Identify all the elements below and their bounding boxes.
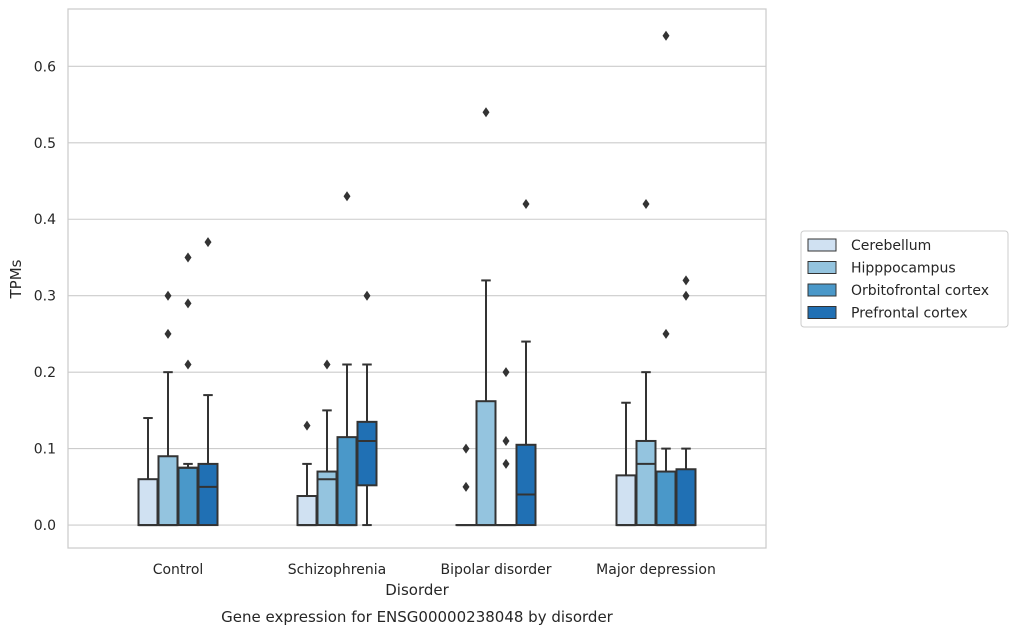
y-tick-label: 0.3 — [34, 289, 56, 305]
box-3-3 — [675, 275, 697, 527]
outlier-point — [343, 191, 351, 202]
box-1-2 — [336, 191, 358, 527]
box-body — [515, 443, 537, 527]
box-body — [655, 470, 677, 527]
outlier-point — [662, 328, 670, 339]
outlier-point — [184, 252, 192, 263]
box-2-1 — [475, 107, 497, 527]
box-body — [296, 495, 318, 527]
legend-item: Cerebellum — [807, 238, 931, 254]
outlier-point — [462, 443, 470, 454]
grid-lines — [68, 65, 766, 526]
legend-item: Orbitofrontal cortex — [807, 283, 989, 299]
box-body — [177, 466, 199, 527]
legend-swatch — [807, 306, 837, 319]
x-tick-label: Control — [153, 562, 204, 578]
box-body — [336, 436, 358, 527]
legend-label: Prefrontal cortex — [851, 306, 968, 322]
box-1-0 — [296, 420, 318, 527]
outlier-point — [363, 290, 371, 301]
y-tick-label: 0.5 — [34, 136, 56, 152]
box-body — [137, 478, 159, 527]
outlier-point — [522, 198, 530, 209]
outlier-point — [184, 298, 192, 309]
box-body — [635, 439, 657, 527]
legend-swatch — [807, 261, 837, 274]
box-1-1 — [316, 359, 338, 527]
box-2-3 — [515, 198, 537, 527]
y-tick-labels: 0.0 0.1 0.2 0.3 0.4 0.5 0.6 — [34, 59, 56, 534]
outlier-point — [682, 275, 690, 286]
box-body — [475, 400, 497, 527]
y-tick-label: 0.2 — [34, 365, 56, 381]
outlier-point — [462, 481, 470, 492]
box-body — [356, 420, 378, 487]
box-3-2 — [655, 30, 677, 527]
box-2-0 — [455, 443, 477, 527]
outlier-point — [164, 290, 172, 301]
box-3-0 — [615, 401, 637, 527]
y-tick-label: 0.6 — [34, 59, 56, 75]
box-1-3 — [356, 290, 378, 527]
outlier-point — [204, 237, 212, 248]
box-0-1 — [157, 290, 179, 527]
box-0-2 — [177, 252, 199, 527]
outlier-point — [502, 435, 510, 446]
outlier-point — [642, 198, 650, 209]
plot-frame — [67, 8, 767, 549]
outlier-point — [502, 458, 510, 469]
plot-marks — [137, 30, 697, 527]
legend-swatch — [807, 238, 837, 252]
chart-caption: Gene expression for ENSG00000238048 by d… — [221, 608, 614, 626]
x-tick-label: Major depression — [596, 562, 716, 578]
x-tick-labels: Control Schizophrenia Bipolar disorder Majo… — [153, 562, 716, 578]
box-body — [197, 462, 219, 527]
box-body — [615, 474, 637, 527]
outlier-point — [323, 359, 331, 370]
x-tick-label: Schizophrenia — [288, 562, 386, 578]
legend-label: Hipppocampus — [851, 261, 956, 277]
y-tick-label: 0.1 — [34, 442, 56, 458]
outlier-point — [184, 359, 192, 370]
outlier-point — [303, 420, 311, 431]
outlier-point — [662, 30, 670, 41]
box-3-1 — [635, 198, 657, 527]
x-tick-label: Bipolar disorder — [440, 562, 551, 578]
outlier-point — [502, 367, 510, 378]
box-body — [675, 468, 697, 527]
outlier-point — [482, 107, 490, 118]
box-0-0 — [137, 417, 159, 527]
legend-item: Hipppocampus — [807, 261, 956, 277]
legend-swatch — [807, 283, 837, 297]
outlier-point — [682, 290, 690, 301]
legend-item: Prefrontal cortex — [807, 306, 968, 322]
outlier-point — [164, 328, 172, 339]
x-axis-label: Disorder — [385, 581, 449, 599]
box-2-2 — [495, 367, 517, 527]
y-axis-label: TPMs — [7, 259, 25, 299]
legend-label: Orbitofrontal cortex — [851, 283, 989, 299]
legend-frame — [800, 230, 1009, 328]
legend: Cerebellum Hipppocampus Orbitofrontal cort… — [800, 230, 1009, 328]
y-tick-label: 0.4 — [34, 212, 56, 228]
legend-label: Cerebellum — [851, 238, 931, 254]
box-body — [157, 455, 179, 527]
box-0-3 — [197, 237, 219, 527]
y-tick-label: 0.0 — [34, 518, 56, 534]
